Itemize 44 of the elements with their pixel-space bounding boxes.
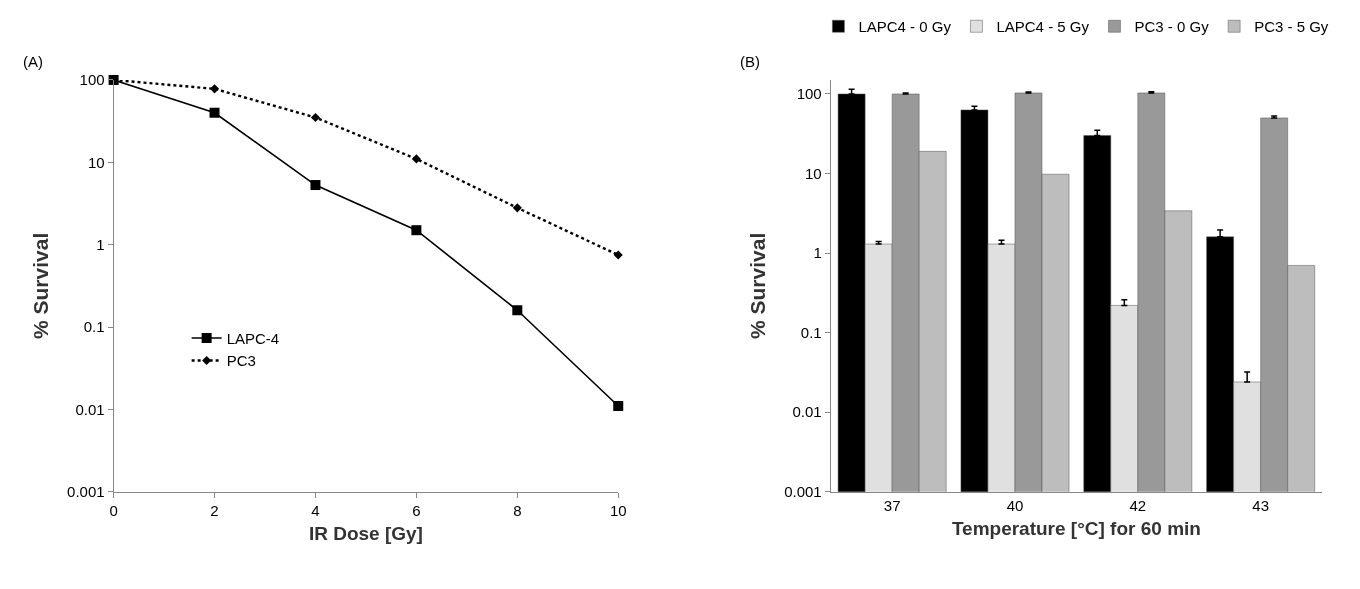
x-tick-label: 37	[883, 496, 901, 514]
text: (A)	[23, 53, 43, 70]
y-tick-label: 0.001	[67, 483, 105, 501]
x-axis-title: Temperature [°C] for 60 min	[951, 517, 1201, 539]
point	[613, 401, 624, 412]
x-tick-label: 6	[412, 501, 421, 519]
point	[209, 107, 220, 118]
y-tick-label: 0.01	[792, 403, 822, 421]
legend-label: PC3	[226, 352, 256, 370]
x-tick-label: 10	[609, 501, 627, 519]
x-tick-label: 4	[311, 501, 320, 519]
point	[310, 180, 321, 191]
point	[512, 203, 522, 213]
point	[310, 112, 321, 123]
x-tick-label: 8	[513, 501, 522, 519]
y-tick-label: 0.001	[784, 483, 822, 501]
legend-label: PC3 - 5 Gy	[1254, 18, 1329, 36]
y-tick-label: 10	[87, 153, 105, 171]
y-tick-label: 1	[813, 244, 822, 262]
legend-label: PC3 - 0 Gy	[1134, 18, 1210, 36]
point	[411, 225, 422, 236]
y-axis-title: % Survival	[29, 232, 53, 339]
y-axis-title: % Survival	[746, 232, 770, 339]
x-tick-label: 42	[1129, 496, 1147, 514]
y-tick-label: 10	[805, 164, 822, 182]
y-tick-label: 0.01	[75, 400, 105, 418]
point	[411, 154, 421, 164]
y-tick-label: 100	[796, 85, 822, 103]
y-tick-label: 0.1	[800, 323, 822, 341]
y-tick-label: 1	[96, 235, 105, 253]
y-tick-label: 0.1	[83, 318, 105, 336]
point	[512, 305, 523, 316]
point	[209, 84, 220, 94]
y-tick-label: 100	[79, 71, 105, 89]
x-tick-label: 43	[1252, 496, 1269, 514]
legend-label: LAPC4 - 5 Gy	[996, 18, 1090, 36]
point	[613, 250, 623, 260]
text: (B)	[740, 53, 760, 70]
legend-label: LAPC-4	[226, 329, 280, 347]
x-tick-label: 0	[109, 501, 118, 519]
legend-label: LAPC4 - 0 Gy	[858, 18, 952, 36]
x-tick-label: 40	[1006, 496, 1024, 514]
x-axis-title: IR Dose [Gy]	[308, 522, 423, 544]
x-tick-label: 2	[210, 501, 219, 519]
